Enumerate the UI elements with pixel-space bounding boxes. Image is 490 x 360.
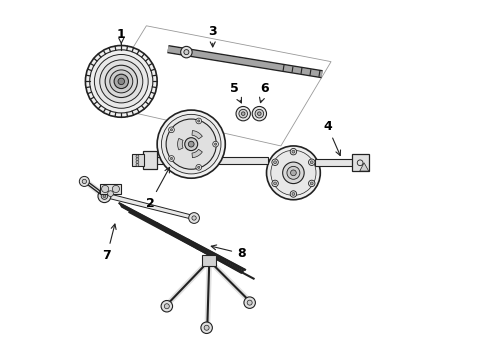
Circle shape [247, 300, 252, 305]
Polygon shape [202, 255, 216, 266]
Polygon shape [192, 131, 202, 139]
Circle shape [185, 138, 197, 150]
Circle shape [310, 161, 313, 164]
Circle shape [292, 193, 295, 195]
Text: 5: 5 [230, 82, 242, 103]
Circle shape [115, 75, 128, 88]
Circle shape [357, 160, 363, 166]
Circle shape [258, 112, 261, 116]
Circle shape [161, 114, 221, 174]
Circle shape [136, 155, 139, 158]
Circle shape [136, 161, 139, 163]
Circle shape [114, 74, 128, 89]
Circle shape [273, 161, 276, 164]
Circle shape [118, 78, 124, 85]
Circle shape [157, 110, 225, 178]
Text: 8: 8 [211, 245, 245, 260]
Circle shape [164, 304, 170, 309]
Circle shape [272, 180, 278, 186]
Text: 2: 2 [146, 167, 170, 210]
Circle shape [236, 107, 250, 121]
Circle shape [290, 148, 296, 155]
Circle shape [112, 185, 120, 193]
Circle shape [310, 182, 313, 185]
Circle shape [215, 143, 217, 145]
Circle shape [252, 107, 267, 121]
Circle shape [136, 158, 139, 161]
Circle shape [255, 109, 264, 118]
Circle shape [197, 166, 200, 168]
Circle shape [171, 157, 172, 159]
Circle shape [267, 146, 320, 200]
Circle shape [184, 50, 189, 55]
Circle shape [196, 118, 201, 124]
Polygon shape [153, 157, 269, 164]
Circle shape [271, 150, 316, 195]
Text: 6: 6 [260, 82, 269, 103]
Circle shape [101, 185, 109, 193]
Circle shape [273, 182, 276, 185]
Circle shape [136, 163, 139, 166]
Circle shape [98, 190, 111, 203]
Circle shape [197, 120, 200, 122]
Polygon shape [143, 151, 157, 169]
Circle shape [189, 213, 199, 224]
Circle shape [196, 165, 201, 170]
Text: 4: 4 [323, 120, 341, 156]
Polygon shape [315, 159, 353, 166]
Circle shape [292, 150, 295, 153]
Circle shape [242, 112, 245, 116]
Circle shape [90, 50, 153, 113]
Circle shape [108, 191, 113, 197]
Circle shape [283, 162, 304, 184]
Circle shape [188, 141, 194, 147]
Circle shape [309, 159, 315, 166]
Circle shape [239, 109, 247, 118]
Circle shape [169, 156, 174, 161]
Circle shape [79, 176, 89, 186]
Circle shape [105, 65, 137, 98]
Circle shape [272, 159, 278, 166]
Polygon shape [107, 194, 195, 220]
Circle shape [169, 127, 174, 133]
Circle shape [213, 141, 219, 147]
Polygon shape [360, 163, 368, 171]
Circle shape [95, 54, 148, 108]
Circle shape [100, 60, 143, 103]
Circle shape [181, 46, 192, 58]
Circle shape [201, 322, 212, 333]
Circle shape [161, 301, 172, 312]
Polygon shape [352, 154, 368, 171]
Polygon shape [192, 149, 202, 158]
Circle shape [244, 297, 255, 309]
Circle shape [82, 179, 87, 184]
Polygon shape [132, 154, 144, 166]
Text: 7: 7 [102, 224, 116, 262]
Circle shape [110, 70, 133, 93]
Circle shape [171, 129, 172, 131]
Text: 1: 1 [117, 28, 125, 44]
Circle shape [287, 166, 300, 179]
Circle shape [85, 45, 157, 117]
Circle shape [166, 119, 216, 169]
Circle shape [192, 216, 196, 220]
Polygon shape [177, 138, 183, 150]
Circle shape [290, 191, 296, 197]
Polygon shape [100, 184, 122, 194]
Circle shape [309, 180, 315, 186]
Circle shape [291, 170, 296, 176]
Text: 3: 3 [208, 25, 217, 47]
Circle shape [204, 325, 209, 330]
Circle shape [101, 193, 108, 199]
Circle shape [103, 195, 106, 198]
